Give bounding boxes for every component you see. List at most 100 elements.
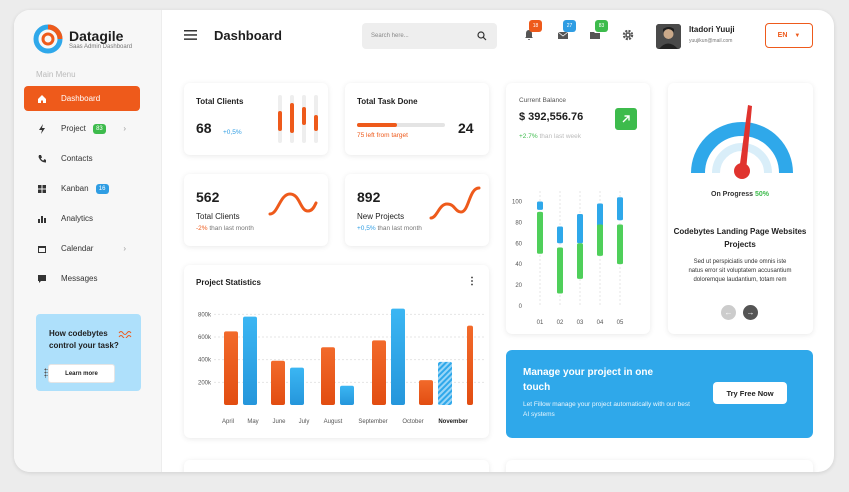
try-free-button[interactable]: Try Free Now (713, 382, 787, 404)
promo-card: How codebytes control your task? Learn m… (36, 314, 141, 391)
user-name: Itadori Yuuji (689, 25, 735, 34)
search-input[interactable]: Search here... (362, 23, 497, 49)
y-tick-label: 200k (198, 380, 212, 386)
chevron-down-icon: ▼ (794, 32, 801, 39)
card-change: -2% (196, 225, 208, 232)
sidebar-nav: Dashboard Project 83 › Contacts Kanban 16 Analy… (24, 86, 140, 296)
candle-bar[interactable] (577, 243, 583, 279)
total-task-card: Total Task Done 75 left from target 24 (345, 83, 489, 155)
card-title: Project Statistics (196, 278, 261, 287)
mail-icon[interactable] (557, 29, 569, 41)
sidebar-item-project[interactable]: Project 83 › (24, 116, 140, 141)
previous-button[interactable]: ← (721, 305, 736, 320)
trend-button[interactable] (615, 108, 637, 130)
x-tick-label: April (222, 419, 234, 425)
candle-bar[interactable] (557, 247, 563, 294)
sidebar-item-contacts[interactable]: Contacts (24, 146, 140, 171)
candle-bar[interactable] (557, 226, 563, 244)
y-tick-label: 800k (198, 312, 212, 318)
progress-gauge (691, 105, 793, 179)
gauge-status: On Progress 50% (668, 191, 812, 198)
x-tick-label: 05 (617, 320, 624, 326)
search-placeholder: Search here... (371, 33, 409, 39)
gear-icon[interactable] (622, 29, 634, 41)
manage-project-banner: Manage your project in one touch Let Fil… (506, 350, 813, 438)
task-progress-fill (357, 123, 397, 127)
y-tick-label: 400k (198, 358, 212, 364)
bar[interactable] (224, 331, 238, 405)
candle-bar[interactable] (617, 197, 623, 221)
language-select[interactable]: EN ▼ (765, 23, 813, 48)
candle-bar[interactable] (617, 224, 623, 265)
bar[interactable] (321, 347, 335, 405)
x-tick-label: August (324, 419, 343, 425)
card-change: +0,5% (357, 225, 376, 232)
project-statistics-chart: 800k 600k 400k 200k April May June July August Se… (198, 308, 484, 425)
folder-icon[interactable] (589, 29, 601, 41)
x-tick-label: 01 (537, 320, 544, 326)
candle-bar[interactable] (597, 224, 603, 256)
bar[interactable] (271, 360, 285, 405)
total-clients-card: Total Clients 68 +0,5% (184, 83, 328, 155)
lower-card-left (184, 460, 489, 472)
language-value: EN (777, 32, 788, 39)
candle-bar[interactable] (537, 211, 543, 254)
card-label: Total Clients (196, 212, 240, 221)
bar[interactable] (438, 361, 452, 405)
search-icon[interactable] (477, 31, 487, 41)
menu-toggle-icon[interactable] (184, 30, 197, 40)
sidebar-item-badge: 16 (95, 183, 109, 194)
sidebar-item-badge: 83 (92, 123, 106, 134)
card-value: 68 (196, 120, 212, 136)
candle-bar[interactable] (537, 201, 543, 210)
logo[interactable]: Datagile Saas Admin Dashboard (33, 24, 132, 54)
next-button[interactable]: → (743, 305, 758, 320)
card-label: Current Balance (519, 97, 566, 104)
learn-more-button[interactable]: Learn more (48, 364, 115, 383)
sidebar-item-messages[interactable]: Messages (24, 266, 140, 291)
y-tick-label: 40 (515, 262, 522, 268)
card-change-suffix: than last month (377, 225, 422, 232)
bar[interactable] (372, 340, 386, 405)
task-progress-bar (357, 123, 445, 127)
card-label: Total Task Done (357, 97, 418, 106)
y-tick-label: 80 (515, 220, 522, 226)
app-window: Datagile Saas Admin Dashboard Main Menu … (14, 10, 834, 472)
y-tick-label: 20 (515, 283, 522, 289)
y-tick-label: 100 (512, 199, 523, 205)
bar[interactable] (391, 308, 405, 405)
gauge-title: Codebytes Landing Page Websites Projects (673, 227, 807, 249)
sidebar-item-dashboard[interactable]: Dashboard (24, 86, 140, 111)
sidebar-item-label: Analytics (61, 214, 94, 223)
calendar-icon (36, 243, 47, 254)
user-photo-icon (656, 24, 681, 49)
wave-chart (268, 192, 318, 216)
chevron-right-icon: › (123, 124, 126, 133)
more-options-icon[interactable]: ⋮ (467, 276, 477, 287)
bolt-icon (36, 123, 47, 134)
bell-icon[interactable] (523, 29, 535, 41)
bar[interactable] (419, 380, 433, 405)
y-tick-label: 600k (198, 335, 212, 341)
bar[interactable] (290, 367, 304, 405)
card-change: +2.7% (519, 133, 538, 140)
sidebar-item-label: Kanban (61, 184, 89, 193)
x-tick-label: November (438, 419, 468, 425)
y-tick-label: 0 (519, 304, 523, 310)
x-tick-label: 03 (577, 320, 584, 326)
sidebar-item-kanban[interactable]: Kanban 16 (24, 176, 140, 201)
card-change-line: +2.7% than last week (519, 133, 581, 140)
bar[interactable] (243, 316, 257, 405)
avatar[interactable] (656, 24, 681, 49)
x-tick-label: May (247, 419, 258, 425)
promo-title: How codebytes control your task? (49, 329, 119, 350)
sidebar-item-analytics[interactable]: Analytics (24, 206, 140, 231)
project-statistics-card: Project Statistics ⋮ 800k 600k 400k 200k Apr… (184, 265, 489, 438)
sidebar-item-label: Contacts (61, 154, 93, 163)
sidebar-item-calendar[interactable]: Calendar › (24, 236, 140, 261)
gauge-status-value: 50% (754, 191, 769, 198)
bar[interactable] (340, 385, 354, 405)
sidebar-item-label: Dashboard (61, 94, 101, 103)
candle-bar[interactable] (577, 214, 583, 244)
bar[interactable] (467, 325, 473, 405)
